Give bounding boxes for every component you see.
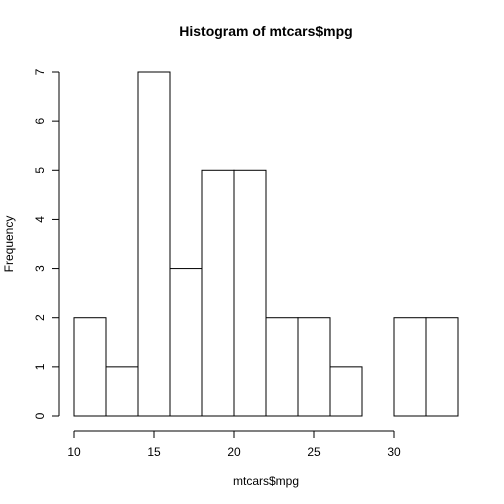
x-tick-label: 20 bbox=[227, 445, 241, 459]
histogram-bar-30-32 bbox=[393, 317, 427, 417]
bars-group bbox=[73, 71, 459, 417]
histogram-bar-16-18 bbox=[169, 268, 203, 417]
histogram-bar-26-28 bbox=[329, 366, 363, 417]
x-tick-label: 30 bbox=[387, 445, 401, 459]
histogram-bar-18-20 bbox=[201, 169, 235, 417]
chart-title: Histogram of mtcars$mpg bbox=[179, 23, 352, 39]
histogram-bar-14-16 bbox=[137, 71, 171, 417]
y-tick-label: 7 bbox=[33, 68, 47, 75]
y-tick-label: 1 bbox=[33, 363, 47, 370]
y-axis-label: Frequency bbox=[2, 216, 16, 273]
histogram-bar-32-34 bbox=[425, 317, 459, 417]
x-axis: 10 15 20 25 30 bbox=[67, 430, 401, 459]
histogram-bar-24-26 bbox=[297, 317, 331, 417]
histogram-bar-20-22 bbox=[233, 169, 267, 417]
histogram-bar-12-14 bbox=[105, 366, 139, 417]
histogram-bar-10-12 bbox=[73, 317, 107, 417]
y-tick-label: 6 bbox=[33, 117, 47, 124]
y-tick-label: 0 bbox=[33, 412, 47, 419]
x-tick-label: 15 bbox=[147, 445, 161, 459]
y-tick-label: 5 bbox=[33, 167, 47, 174]
x-axis-label: mtcars$mpg bbox=[233, 474, 299, 488]
histogram-bar-22-24 bbox=[265, 317, 299, 417]
x-tick-label: 25 bbox=[307, 445, 321, 459]
y-tick-label: 3 bbox=[33, 265, 47, 272]
y-tick-label: 4 bbox=[33, 216, 47, 223]
x-tick-label: 10 bbox=[67, 445, 81, 459]
y-axis: 0 1 2 3 4 5 6 7 bbox=[33, 68, 60, 419]
y-tick-label: 2 bbox=[33, 314, 47, 321]
